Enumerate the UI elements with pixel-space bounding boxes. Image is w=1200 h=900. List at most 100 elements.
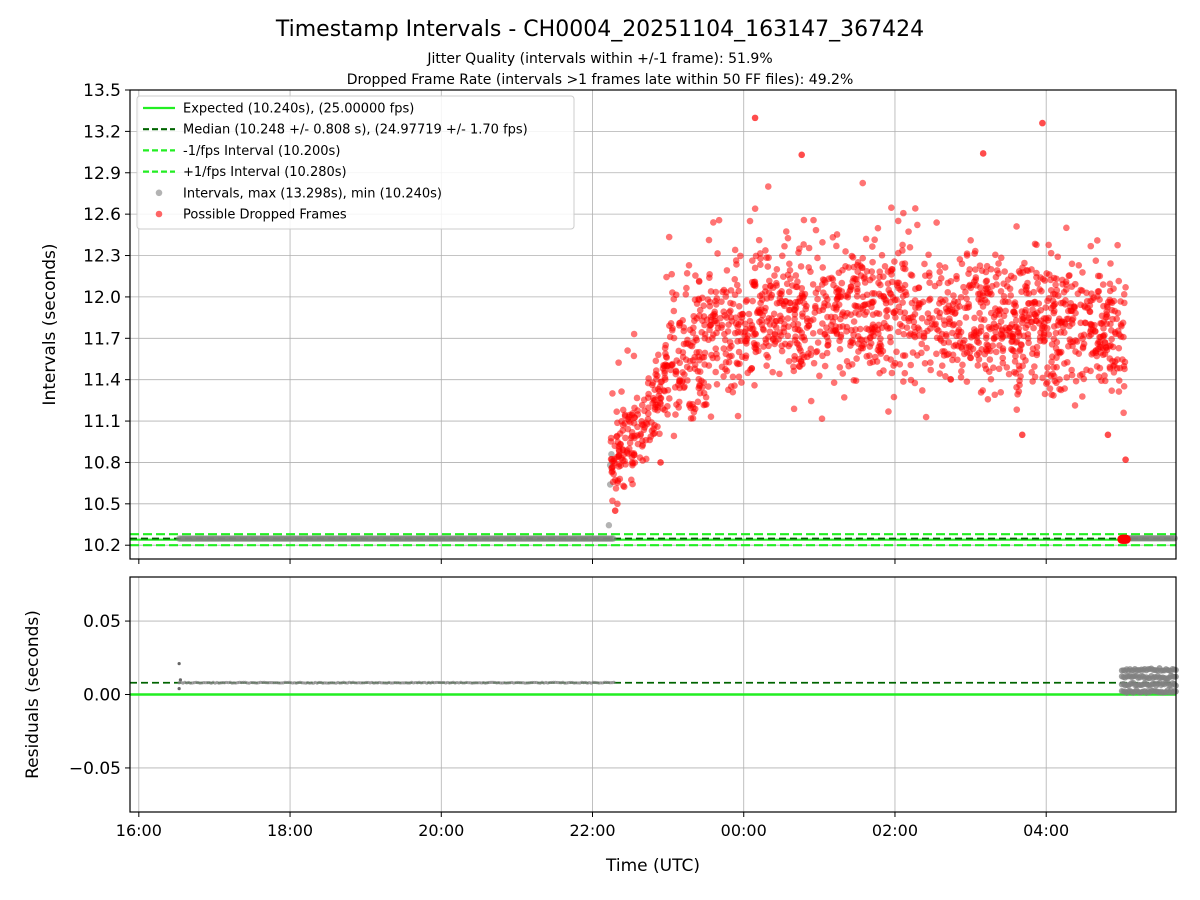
- dropped-frame-point: [972, 266, 979, 273]
- dropped-frame-point: [918, 340, 926, 348]
- dropped-frame-point: [797, 358, 805, 365]
- dropped-frame-point: [812, 226, 820, 234]
- dropped-frame-point: [853, 285, 861, 293]
- dropped-frame-point: [824, 296, 831, 303]
- dropped-frame-point: [982, 334, 990, 342]
- dropped-frame-point: [1093, 363, 1101, 370]
- dropped-frame-point: [869, 258, 876, 266]
- dropped-frame-point: [1024, 321, 1032, 329]
- dropped-frame-point: [949, 356, 956, 364]
- dropped-frame-point: [959, 339, 967, 347]
- dropped-frame-point: [925, 251, 932, 259]
- dropped-frame-point: [757, 255, 764, 262]
- dropped-frame-point: [1047, 276, 1054, 284]
- dropped-frame-point: [731, 329, 739, 337]
- dropped-frame-point: [921, 260, 928, 268]
- dropped-frame-point: [1014, 391, 1021, 398]
- dropped-frame-point: [667, 366, 675, 374]
- dropped-frame-point: [1079, 343, 1087, 351]
- dropped-frame-point: [890, 393, 898, 401]
- intervals-panel: 10.2 10.5 10.8 11.1 11.4 11.7 12.0 12.3 12.6 12.9…: [40, 81, 1178, 564]
- dropped-frame-point: [1031, 373, 1039, 381]
- dropped-frame-point: [616, 430, 624, 437]
- dropped-frame-points: [607, 114, 1131, 544]
- dropped-frame-point: [644, 410, 652, 417]
- legend-label: Expected (10.240s), (25.00000 fps): [183, 102, 414, 117]
- dropped-frame-point: [992, 311, 999, 319]
- dropped-frame-point: [1096, 338, 1104, 346]
- dropped-frame-point: [895, 328, 902, 336]
- dropped-frame-point: [765, 289, 773, 296]
- dropped-frame-point: [992, 333, 999, 341]
- dropped-frame-point: [645, 375, 652, 382]
- dropped-frame-point: [793, 283, 801, 291]
- dropped-frame-point: [839, 266, 846, 274]
- dropped-frame-point: [1101, 331, 1108, 339]
- dropped-frame-point: [1071, 303, 1078, 311]
- dropped-frame-point: [912, 304, 919, 312]
- dropped-frame-point: [938, 362, 946, 370]
- dropped-frame-point: [1040, 331, 1048, 339]
- dropped-frame-point: [737, 252, 744, 260]
- dropped-frame-point: [1095, 287, 1103, 295]
- dropped-frame-point: [652, 357, 660, 365]
- dropped-frame-point: [801, 300, 808, 307]
- dropped-frame-point: [749, 297, 756, 305]
- dropped-frame-point: [830, 281, 837, 289]
- dropped-frame-point: [1087, 320, 1095, 328]
- dropped-frame-point: [1106, 287, 1114, 295]
- dropped-frame-point: [1117, 321, 1125, 328]
- dropped-frame-point: [803, 324, 811, 331]
- dropped-frame-point: [655, 351, 662, 359]
- dropped-frame-point: [784, 234, 792, 242]
- dropped-frame-point: [626, 439, 634, 447]
- dropped-frame-point: [785, 288, 793, 296]
- dropped-frame-point: [1114, 241, 1121, 249]
- dropped-frame-point: [1011, 358, 1019, 365]
- dropped-frame-point: [1114, 356, 1121, 363]
- dropped-frame-point: [766, 328, 774, 336]
- dropped-frame-point: [738, 379, 745, 386]
- dropped-frame-point: [1068, 283, 1076, 290]
- dropped-frame-point: [796, 345, 803, 352]
- dropped-frame-point: [720, 286, 728, 294]
- dropped-frame-point: [997, 318, 1005, 325]
- dropped-frame-point: [1045, 294, 1053, 302]
- dropped-frame-point: [695, 375, 703, 383]
- dropped-frame-point: [835, 287, 842, 295]
- dropped-frame-point: [810, 359, 818, 367]
- dropped-frame-point: [1041, 277, 1049, 284]
- dropped-frame-point: [671, 384, 679, 391]
- dropped-frame-point: [876, 340, 884, 347]
- dropped-frame-point: [713, 380, 721, 388]
- dropped-frame-point: [1013, 323, 1020, 331]
- dropped-frame-point: [971, 314, 978, 322]
- dropped-frame-point: [914, 221, 921, 229]
- dropped-frame-point: [1109, 315, 1116, 323]
- dropped-frame-point: [618, 388, 625, 395]
- dropped-frame-point: [660, 361, 667, 369]
- dropped-frame-point: [836, 345, 844, 353]
- dropped-frame-point: [1115, 377, 1123, 384]
- dropped-frame-point: [996, 342, 1003, 349]
- dropped-frame-point: [628, 432, 636, 440]
- dropped-frame-point: [778, 297, 785, 305]
- dropped-frame-point: [842, 248, 849, 255]
- dropped-frame-point: [712, 317, 719, 325]
- dropped-frame-point: [722, 293, 730, 300]
- dropped-frame-point: [695, 277, 703, 285]
- dropped-frame-point: [967, 354, 974, 362]
- dropped-frame-point: [859, 179, 867, 187]
- dropped-frame-point: [900, 209, 907, 217]
- dropped-frame-point: [833, 231, 841, 238]
- dropped-frame-point: [620, 483, 628, 491]
- dropped-frame-point: [1013, 223, 1020, 230]
- dropped-frame-point: [963, 378, 971, 385]
- dropped-frame-point: [1115, 388, 1123, 395]
- dropped-frame-point: [947, 375, 954, 383]
- dropped-frame-point: [999, 359, 1007, 367]
- dropped-frame-point: [1049, 370, 1057, 378]
- dropped-frame-point: [905, 317, 913, 325]
- dropped-frame-point: [665, 233, 673, 241]
- dropped-frame-point: [1110, 297, 1118, 305]
